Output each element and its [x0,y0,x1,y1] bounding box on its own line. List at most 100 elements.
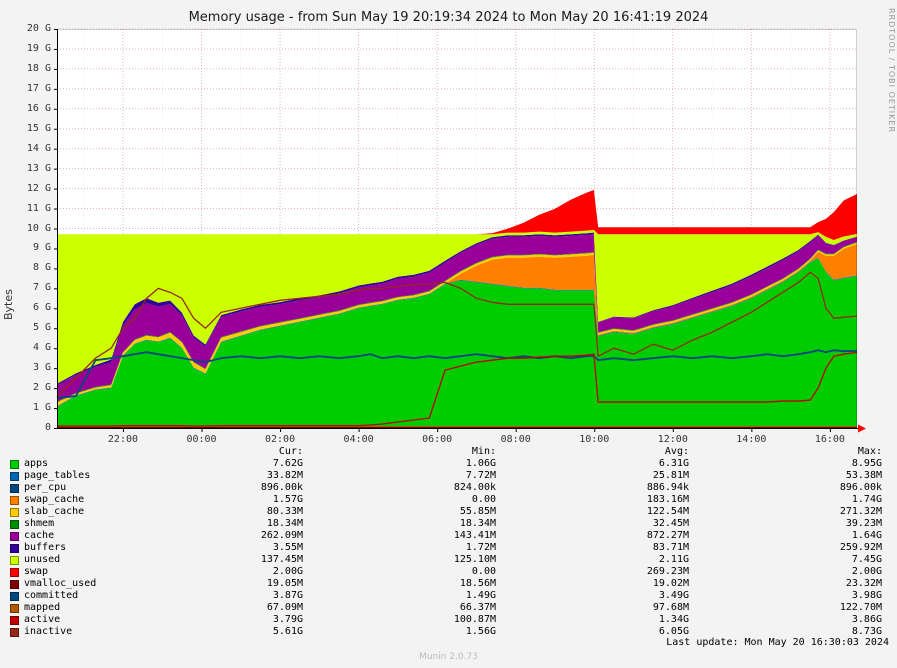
legend-swatch [10,627,19,637]
legend-value-cur: 7.62G [272,458,303,469]
y-tick-label: 1 G [32,402,51,414]
y-tick-label: 10 G [26,222,51,234]
memory-usage-chart [0,0,897,445]
legend-value-min: 1.72M [465,542,496,553]
legend-swatch [10,495,19,505]
y-tick-label: 6 G [32,302,51,314]
y-tick-label: 11 G [26,202,51,214]
y-tick-label: 17 G [26,82,51,94]
legend-value-max: 23.32M [845,578,882,589]
legend-swatch [10,507,19,517]
legend-swatch [10,519,19,529]
legend-value-max: 39.23M [845,518,882,529]
legend-value-max: 122.70M [839,602,882,613]
legend-value-cur: 5.61G [272,626,303,637]
y-tick-label: 20 G [26,23,51,34]
legend-value-avg: 886.94k [646,482,689,493]
y-tick-label: 7 G [32,282,51,294]
legend-value-min: 824.00k [453,482,496,493]
legend-value-max: 2.00G [851,566,882,577]
legend-value-cur: 18.34M [266,518,303,529]
y-tick-label: 4 G [32,342,51,354]
legend-swatch [10,531,19,541]
x-tick-label: 00:00 [186,434,217,445]
legend-series-name: shmem [24,518,55,529]
legend-value-max: 1.64G [851,530,882,541]
legend-row: slab_cache 80.33M 55.85M 122.54M 271.32M [10,506,884,518]
legend-series-name: per_cpu [24,482,67,493]
legend-series-name: page_tables [24,470,91,481]
legend-value-max: 896.00k [839,482,882,493]
x-tick-label: 08:00 [500,434,531,445]
legend-value-cur: 1.57G [272,494,303,505]
legend-swatch [10,603,19,613]
legend-swatch [10,579,19,589]
legend-series-name: vmalloc_used [24,578,97,589]
legend-value-min: 18.34M [459,518,496,529]
legend-value-max: 3.86G [851,614,882,625]
legend-series-name: active [24,614,61,625]
legend-row: per_cpu 896.00k 824.00k 886.94k 896.00k [10,482,884,494]
x-tick-label: 10:00 [579,434,610,445]
legend-swatch [10,471,19,481]
legend-row: cache 262.09M 143.41M 872.27M 1.64G [10,530,884,542]
legend-table: Cur: Min: Avg: Max: apps 7.62G 1.06G 6.31G 8.95G… [10,446,884,638]
legend-value-avg: 32.45M [652,518,689,529]
legend-row: inactive 5.61G 1.56G 6.05G 8.73G [10,626,884,638]
legend-row: active 3.79G 100.87M 1.34G 3.86G [10,614,884,626]
legend-row: unused 137.45M 125.10M 2.11G 7.45G [10,554,884,566]
legend-row: shmem 18.34M 18.34M 32.45M 39.23M [10,518,884,530]
y-tick-label: 5 G [32,322,51,334]
x-tick-label: 16:00 [814,434,845,445]
legend-series-name: unused [24,554,61,565]
legend-row: apps 7.62G 1.06G 6.31G 8.95G [10,458,884,470]
legend-value-min: 1.56G [465,626,496,637]
y-tick-label: 2 G [32,382,51,394]
legend-row: mapped 67.09M 66.37M 97.68M 122.70M [10,602,884,614]
legend-value-cur: 19.05M [266,578,303,589]
y-tick-label: 14 G [26,142,51,154]
x-tick-label: 12:00 [657,434,688,445]
legend-value-min: 1.49G [465,590,496,601]
legend-value-cur: 2.00G [272,566,303,577]
x-tick-label: 22:00 [107,434,139,445]
y-tick-label: 19 G [26,42,51,54]
legend-swatch [10,567,19,577]
legend-value-avg: 122.54M [646,506,689,517]
legend-series-name: committed [24,590,79,601]
legend-value-avg: 1.34G [658,614,689,625]
legend-series-name: swap [24,566,49,577]
legend-value-avg: 872.27M [646,530,689,541]
legend-value-cur: 80.33M [266,506,303,517]
legend-swatch [10,543,19,553]
legend-value-cur: 3.79G [272,614,303,625]
legend-value-avg: 6.31G [658,458,689,469]
legend-swatch [10,555,19,565]
legend-swatch [10,591,19,601]
legend-row: swap_cache 1.57G 0.00 183.16M 1.74G [10,494,884,506]
legend-value-max: 8.95G [851,458,882,469]
legend-value-cur: 33.82M [266,470,303,481]
last-update-text: Last update: Mon May 20 16:30:03 2024 [666,637,889,648]
legend-value-min: 0.00 [471,494,496,505]
y-tick-label: 18 G [26,62,51,74]
legend-value-avg: 25.81M [652,470,689,481]
y-tick-label: 3 G [32,362,51,374]
legend-column-header: Min: [471,446,496,457]
legend-value-avg: 3.49G [658,590,689,601]
y-tick-label: 15 G [26,122,51,134]
x-tick-label: 06:00 [422,434,453,445]
legend-value-min: 1.06G [465,458,496,469]
legend-value-min: 7.72M [465,470,496,481]
rrdtool-watermark: RRDTOOL / TOBI OETIKER [887,8,896,134]
legend-series-name: mapped [24,602,61,613]
legend-value-avg: 183.16M [646,494,689,505]
legend-value-avg: 269.23M [646,566,689,577]
legend-row: buffers 3.55M 1.72M 83.71M 259.92M [10,542,884,554]
legend-value-cur: 896.00k [260,482,303,493]
y-tick-label: 12 G [26,182,51,194]
x-tick-label: 04:00 [343,434,374,445]
legend-series-name: slab_cache [24,506,85,517]
legend-value-max: 3.98G [851,590,882,601]
